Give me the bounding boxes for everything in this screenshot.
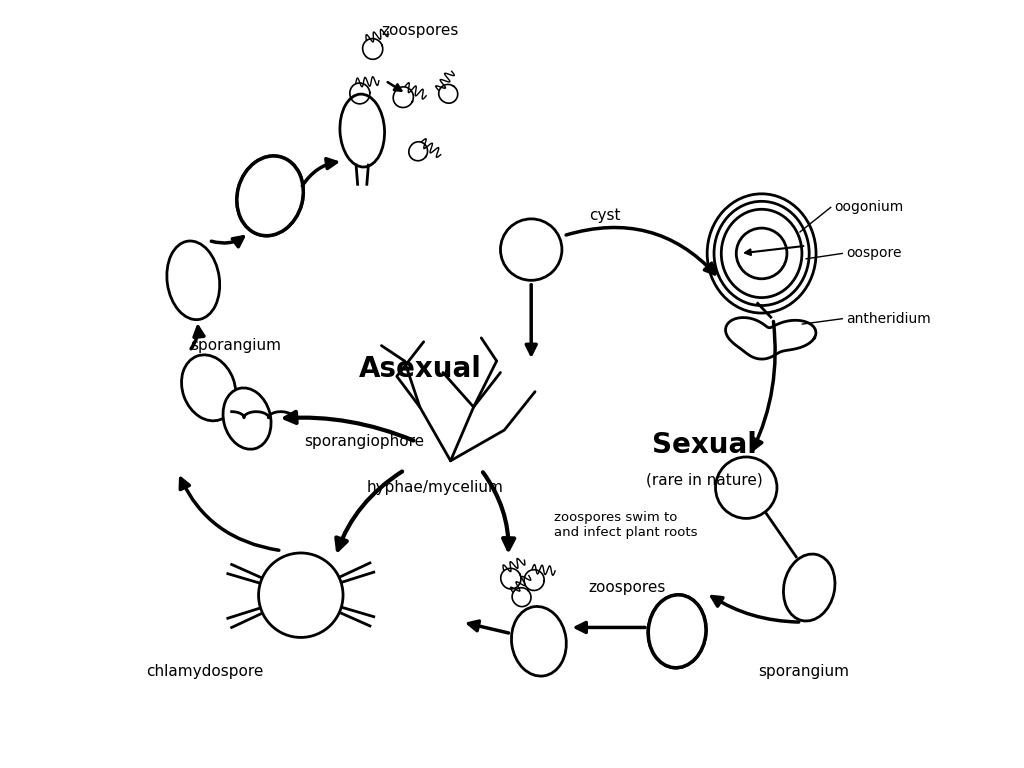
Text: Asexual: Asexual — [358, 355, 481, 382]
Ellipse shape — [237, 156, 303, 236]
Ellipse shape — [223, 388, 271, 449]
Ellipse shape — [511, 607, 566, 676]
Ellipse shape — [783, 554, 835, 621]
Polygon shape — [726, 317, 816, 359]
Ellipse shape — [714, 201, 809, 306]
Text: zoospores: zoospores — [589, 580, 667, 595]
Text: (rare in nature): (rare in nature) — [645, 472, 763, 488]
Text: oogonium: oogonium — [835, 200, 904, 214]
Ellipse shape — [721, 209, 802, 297]
Circle shape — [502, 220, 560, 279]
Ellipse shape — [340, 94, 385, 167]
Text: sporangiophore: sporangiophore — [305, 434, 425, 449]
Ellipse shape — [237, 156, 303, 236]
Text: sporangium: sporangium — [190, 338, 281, 353]
Ellipse shape — [648, 595, 706, 667]
Text: zoospores: zoospores — [381, 23, 459, 38]
Ellipse shape — [513, 607, 565, 675]
Ellipse shape — [168, 242, 218, 319]
Text: Sexual: Sexual — [651, 432, 757, 459]
Text: hyphae/mycelium: hyphae/mycelium — [367, 480, 504, 495]
Circle shape — [717, 458, 775, 517]
Text: oospore: oospore — [846, 247, 901, 260]
Text: chlamydospore: chlamydospore — [146, 664, 263, 680]
Circle shape — [716, 457, 777, 518]
Ellipse shape — [648, 595, 706, 667]
Text: antheridium: antheridium — [846, 312, 931, 326]
Ellipse shape — [182, 356, 234, 419]
Ellipse shape — [167, 241, 220, 319]
Circle shape — [258, 553, 343, 637]
Circle shape — [501, 219, 562, 280]
Text: cyst: cyst — [589, 207, 621, 223]
Ellipse shape — [784, 555, 834, 620]
Ellipse shape — [708, 194, 816, 313]
Text: zoospores swim to
and infect plant roots: zoospores swim to and infect plant roots — [554, 511, 697, 538]
Circle shape — [736, 228, 786, 279]
Circle shape — [261, 555, 341, 635]
Text: sporangium: sporangium — [759, 664, 849, 680]
Ellipse shape — [181, 355, 236, 421]
Ellipse shape — [224, 389, 270, 448]
